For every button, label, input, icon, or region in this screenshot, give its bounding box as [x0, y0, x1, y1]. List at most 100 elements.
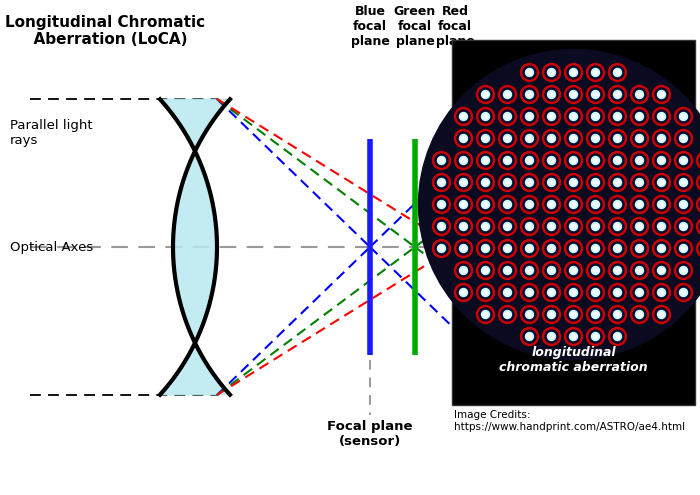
- Circle shape: [440, 247, 444, 250]
- Circle shape: [638, 202, 641, 206]
- Text: Optical Axes: Optical Axes: [10, 241, 93, 253]
- Circle shape: [435, 154, 448, 167]
- Circle shape: [498, 130, 517, 148]
- Circle shape: [682, 268, 685, 273]
- Circle shape: [454, 217, 472, 236]
- Circle shape: [608, 63, 626, 82]
- Circle shape: [528, 93, 531, 97]
- Circle shape: [652, 107, 671, 126]
- Circle shape: [652, 130, 671, 148]
- Circle shape: [523, 176, 536, 189]
- Circle shape: [526, 200, 533, 208]
- Circle shape: [655, 88, 668, 101]
- Circle shape: [677, 132, 690, 145]
- Circle shape: [655, 286, 668, 299]
- Circle shape: [547, 289, 556, 297]
- Circle shape: [454, 107, 472, 126]
- Circle shape: [523, 198, 536, 211]
- Circle shape: [592, 222, 599, 231]
- Circle shape: [570, 310, 578, 318]
- Circle shape: [611, 132, 624, 145]
- Circle shape: [477, 284, 494, 301]
- Circle shape: [501, 154, 514, 167]
- Circle shape: [528, 158, 531, 162]
- Circle shape: [528, 247, 531, 250]
- Circle shape: [545, 176, 558, 189]
- Circle shape: [675, 240, 692, 257]
- Circle shape: [652, 261, 671, 280]
- Circle shape: [657, 310, 666, 318]
- Circle shape: [545, 220, 558, 233]
- Circle shape: [570, 333, 578, 341]
- Circle shape: [484, 137, 487, 141]
- Circle shape: [675, 130, 692, 148]
- Circle shape: [484, 268, 487, 273]
- Circle shape: [655, 198, 668, 211]
- Circle shape: [594, 137, 598, 141]
- Circle shape: [592, 156, 599, 164]
- Circle shape: [587, 196, 605, 213]
- Circle shape: [459, 222, 468, 231]
- Circle shape: [589, 132, 602, 145]
- Circle shape: [433, 151, 451, 169]
- Circle shape: [498, 284, 517, 301]
- Circle shape: [459, 112, 468, 120]
- Circle shape: [547, 68, 556, 77]
- Circle shape: [567, 242, 580, 255]
- Circle shape: [570, 266, 578, 275]
- Circle shape: [521, 261, 538, 280]
- Circle shape: [523, 242, 536, 255]
- Circle shape: [484, 202, 487, 206]
- Circle shape: [608, 107, 626, 126]
- Circle shape: [652, 284, 671, 301]
- Circle shape: [542, 305, 561, 324]
- Text: Parallel light
rays: Parallel light rays: [10, 119, 92, 147]
- Circle shape: [505, 158, 510, 162]
- Circle shape: [523, 264, 536, 277]
- Circle shape: [613, 310, 622, 318]
- Circle shape: [461, 202, 466, 206]
- Circle shape: [677, 110, 690, 123]
- Circle shape: [503, 310, 512, 318]
- Text: longitudinal
chromatic aberration: longitudinal chromatic aberration: [499, 346, 648, 374]
- Circle shape: [571, 225, 575, 229]
- Circle shape: [633, 220, 646, 233]
- Circle shape: [550, 114, 554, 118]
- Circle shape: [613, 333, 622, 341]
- Circle shape: [461, 137, 466, 141]
- Circle shape: [523, 110, 536, 123]
- Circle shape: [587, 217, 605, 236]
- Circle shape: [477, 240, 494, 257]
- Circle shape: [608, 86, 626, 103]
- Circle shape: [615, 268, 620, 273]
- Circle shape: [528, 70, 531, 75]
- Circle shape: [433, 240, 451, 257]
- Circle shape: [608, 284, 626, 301]
- Circle shape: [550, 225, 554, 229]
- Circle shape: [659, 93, 664, 97]
- Circle shape: [631, 217, 648, 236]
- Circle shape: [567, 176, 580, 189]
- Circle shape: [696, 151, 700, 169]
- Circle shape: [594, 93, 598, 97]
- Circle shape: [594, 202, 598, 206]
- Circle shape: [677, 220, 690, 233]
- Circle shape: [545, 242, 558, 255]
- Circle shape: [477, 107, 494, 126]
- Circle shape: [477, 305, 494, 324]
- Circle shape: [503, 266, 512, 275]
- Circle shape: [521, 107, 538, 126]
- Text: Red
focal
plane: Red focal plane: [435, 5, 475, 48]
- Circle shape: [501, 242, 514, 255]
- Circle shape: [547, 266, 556, 275]
- Circle shape: [657, 91, 666, 99]
- Circle shape: [587, 261, 605, 280]
- Circle shape: [547, 200, 556, 208]
- Circle shape: [503, 200, 512, 208]
- Circle shape: [419, 50, 700, 359]
- Circle shape: [477, 174, 494, 192]
- Circle shape: [521, 284, 538, 301]
- Circle shape: [657, 289, 666, 297]
- Circle shape: [564, 217, 582, 236]
- Circle shape: [675, 151, 692, 169]
